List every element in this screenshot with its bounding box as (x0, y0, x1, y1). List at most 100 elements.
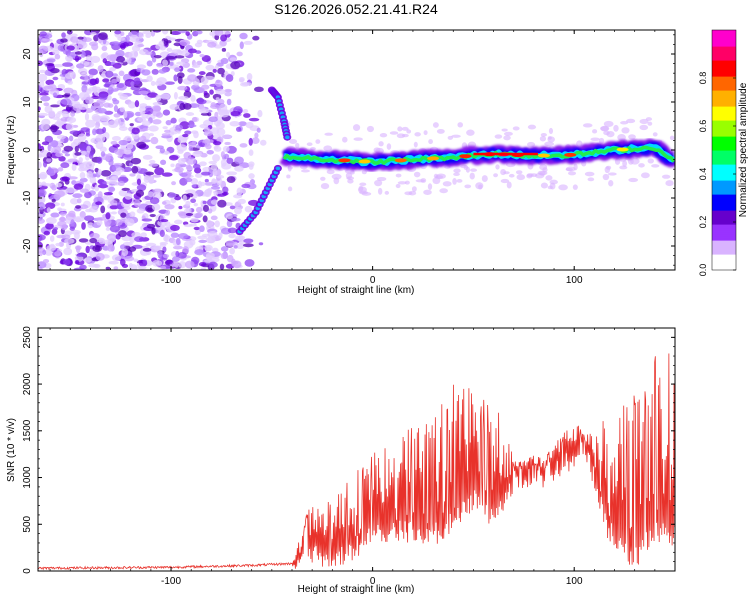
ridge-halo-speckle (301, 169, 310, 173)
noise-speckle (173, 91, 178, 100)
ridge-halo-speckle (353, 137, 363, 141)
colorbar-band (712, 120, 736, 123)
noise-speckle (76, 63, 85, 69)
noise-speckle (85, 245, 90, 254)
noise-speckle (91, 128, 97, 136)
x-tick-label: 100 (566, 576, 583, 587)
noise-speckle (239, 78, 244, 83)
ridge-halo-speckle (389, 131, 399, 135)
noise-speckle (170, 30, 182, 35)
noise-speckle (115, 56, 126, 63)
noise-speckle (110, 61, 116, 65)
noise-speckle (67, 71, 76, 76)
noise-speckle (91, 95, 101, 100)
noise-speckle (74, 145, 79, 153)
ridge-halo-speckle (287, 166, 293, 170)
colorbar-band (712, 132, 736, 135)
colorbar-band (712, 106, 736, 109)
ridge-halo-speckle (540, 132, 547, 137)
noise-speckle (246, 73, 253, 81)
colorbar-band (712, 260, 736, 263)
ridge-halo-speckle (617, 133, 626, 141)
colorbar-band (712, 178, 736, 181)
ridge-halo-speckle (315, 139, 321, 144)
noise-speckle (139, 135, 147, 143)
noise-speckle (92, 245, 102, 253)
snr-ylabel: SNR (10 * v/v) (6, 418, 17, 482)
noise-speckle (136, 67, 142, 73)
noise-speckle (199, 161, 207, 167)
colorbar: 0.0 0.2 0.4 0.6 0.8 Normalized spectral ampl… (698, 29, 749, 276)
colorbar-band (712, 88, 736, 91)
ridge-halo-speckle (598, 137, 605, 144)
colorbar-band (712, 226, 736, 229)
noise-speckle (237, 198, 246, 205)
noise-speckle (177, 75, 183, 84)
noise-speckle (90, 55, 101, 64)
noise-speckle (151, 68, 159, 75)
ridge-halo-speckle (558, 184, 568, 191)
ridge-halo-speckle (342, 136, 348, 143)
ridge-halo-speckle (432, 177, 441, 185)
noise-speckle (204, 181, 213, 187)
ridge-halo-speckle (326, 169, 335, 175)
noise-speckle (220, 252, 228, 260)
colorbar-band (712, 212, 736, 215)
noise-speckle (226, 157, 234, 164)
noise-speckle (72, 124, 79, 128)
noise-speckle (202, 204, 209, 213)
noise-speckle (78, 67, 88, 75)
noise-speckle (64, 153, 71, 157)
noise-speckle (129, 173, 136, 177)
colorbar-band (712, 256, 736, 259)
colorbar-band (712, 268, 736, 271)
noise-speckle (173, 74, 178, 82)
noise-speckle (185, 177, 193, 183)
noise-speckle (242, 243, 254, 248)
ridge-hotspot (338, 158, 351, 163)
ridge-halo-speckle (295, 142, 300, 148)
noise-speckle (211, 178, 217, 185)
noise-speckle (80, 51, 86, 58)
noise-speckle (226, 98, 232, 106)
colorbar-band (712, 72, 736, 75)
noise-speckle (150, 80, 156, 86)
ridge-halo-speckle (333, 177, 340, 185)
noise-speckle (170, 224, 180, 231)
noise-speckle (236, 51, 243, 57)
noise-speckle (146, 60, 153, 67)
noise-speckle (95, 141, 104, 150)
noise-speckle (212, 154, 221, 162)
lower-curve-blob (275, 166, 281, 171)
noise-speckle (214, 30, 224, 37)
noise-speckle (160, 159, 167, 166)
noise-speckle (52, 49, 60, 56)
noise-speckle (82, 161, 92, 165)
noise-speckle (57, 207, 63, 212)
noise-speckle (112, 73, 118, 78)
ridge-halo-speckle (639, 124, 649, 131)
noise-speckle (186, 193, 194, 198)
noise-speckle (159, 147, 165, 154)
noise-speckle (61, 234, 71, 239)
noise-speckle (86, 170, 93, 179)
noise-speckle (74, 51, 82, 55)
noise-speckle (113, 105, 119, 113)
noise-speckle (59, 138, 65, 143)
noise-speckle (185, 189, 196, 194)
ridge-halo-speckle (349, 170, 355, 175)
noise-speckle (202, 200, 207, 205)
colorbar-band (712, 126, 736, 129)
ridge-hotspot (394, 158, 407, 163)
noise-speckle (90, 31, 97, 36)
spectrogram-x-axis: -100 0 100 (49, 30, 676, 286)
noise-speckle (60, 76, 66, 81)
noise-speckle (248, 161, 255, 167)
noise-speckle (196, 39, 203, 45)
colorbar-band (712, 142, 736, 145)
colorbar-band (712, 244, 736, 247)
colorbar-band (712, 58, 736, 61)
noise-speckle (62, 62, 74, 67)
noise-speckle (160, 265, 167, 270)
